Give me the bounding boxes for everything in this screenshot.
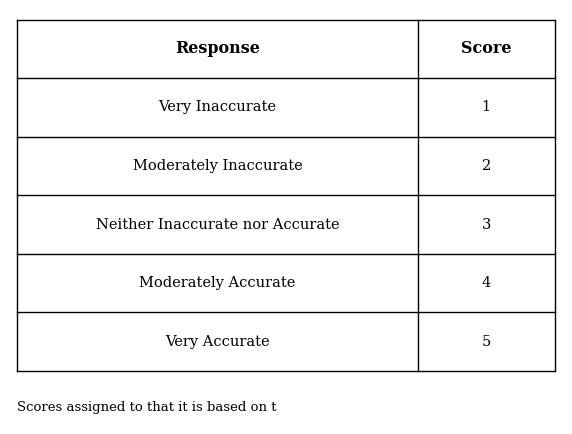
Text: Moderately Inaccurate: Moderately Inaccurate [133, 159, 303, 173]
Text: Very Accurate: Very Accurate [165, 335, 270, 349]
Text: Response: Response [175, 40, 260, 57]
Text: 3: 3 [482, 217, 491, 232]
Text: 1: 1 [482, 100, 491, 115]
Text: Score: Score [461, 40, 511, 57]
Text: 5: 5 [482, 335, 491, 349]
Text: Very Inaccurate: Very Inaccurate [158, 100, 276, 115]
Text: Scores assigned to that it is based on t: Scores assigned to that it is based on t [17, 401, 277, 414]
Text: Neither Inaccurate nor Accurate: Neither Inaccurate nor Accurate [96, 217, 339, 232]
Text: 2: 2 [482, 159, 491, 173]
Text: Moderately Accurate: Moderately Accurate [139, 276, 296, 290]
Text: 4: 4 [482, 276, 491, 290]
